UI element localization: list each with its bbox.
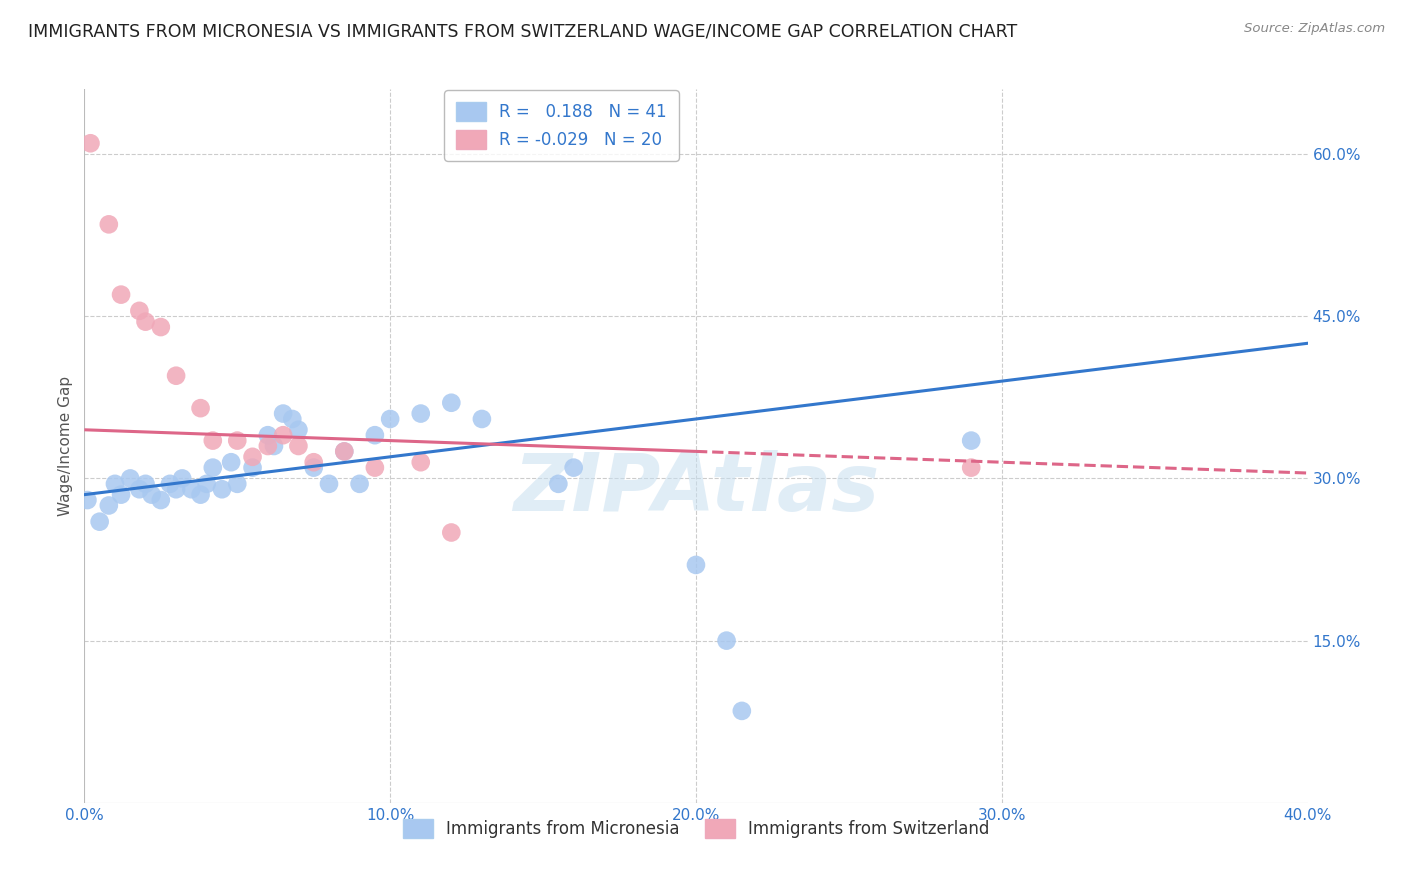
Point xyxy=(190,488,212,502)
Point xyxy=(201,460,224,475)
Point xyxy=(242,460,264,475)
Point xyxy=(76,493,98,508)
Point xyxy=(380,412,402,426)
Point xyxy=(409,455,432,469)
Point xyxy=(287,423,309,437)
Point xyxy=(281,412,304,426)
Point xyxy=(135,315,157,329)
Point xyxy=(110,488,132,502)
Point xyxy=(302,455,325,469)
Point xyxy=(79,136,101,151)
Point xyxy=(97,218,120,232)
Point xyxy=(97,499,120,513)
Point xyxy=(302,460,325,475)
Point xyxy=(149,320,172,334)
Text: IMMIGRANTS FROM MICRONESIA VS IMMIGRANTS FROM SWITZERLAND WAGE/INCOME GAP CORREL: IMMIGRANTS FROM MICRONESIA VS IMMIGRANTS… xyxy=(28,22,1018,40)
Point xyxy=(211,482,233,496)
Point xyxy=(471,412,494,426)
Point xyxy=(318,476,340,491)
Point xyxy=(128,482,150,496)
Point xyxy=(333,444,356,458)
Point xyxy=(349,476,371,491)
Point xyxy=(685,558,707,572)
Point xyxy=(135,476,157,491)
Point xyxy=(180,482,202,496)
Point xyxy=(110,287,132,301)
Point xyxy=(128,303,150,318)
Point xyxy=(960,434,983,448)
Point xyxy=(409,407,432,421)
Point xyxy=(242,450,264,464)
Point xyxy=(271,428,294,442)
Point xyxy=(172,471,194,485)
Point xyxy=(201,434,224,448)
Point xyxy=(364,428,387,442)
Legend: Immigrants from Micronesia, Immigrants from Switzerland: Immigrants from Micronesia, Immigrants f… xyxy=(396,812,995,845)
Point xyxy=(960,460,983,475)
Point xyxy=(89,515,111,529)
Point xyxy=(159,476,181,491)
Point xyxy=(257,439,280,453)
Point xyxy=(149,493,172,508)
Point xyxy=(271,407,294,421)
Point xyxy=(333,444,356,458)
Point xyxy=(141,488,163,502)
Point xyxy=(547,476,569,491)
Point xyxy=(120,471,142,485)
Point xyxy=(104,476,127,491)
Point xyxy=(226,476,249,491)
Text: ZIPAtlas: ZIPAtlas xyxy=(513,450,879,528)
Y-axis label: Wage/Income Gap: Wage/Income Gap xyxy=(58,376,73,516)
Point xyxy=(190,401,212,416)
Text: Source: ZipAtlas.com: Source: ZipAtlas.com xyxy=(1244,22,1385,36)
Point xyxy=(364,460,387,475)
Point xyxy=(165,368,187,383)
Point xyxy=(440,396,463,410)
Point xyxy=(195,476,218,491)
Point xyxy=(440,525,463,540)
Point xyxy=(263,439,285,453)
Point xyxy=(731,704,754,718)
Point xyxy=(287,439,309,453)
Point xyxy=(226,434,249,448)
Point xyxy=(716,633,738,648)
Point xyxy=(165,482,187,496)
Point xyxy=(219,455,242,469)
Point xyxy=(257,428,280,442)
Point xyxy=(562,460,585,475)
